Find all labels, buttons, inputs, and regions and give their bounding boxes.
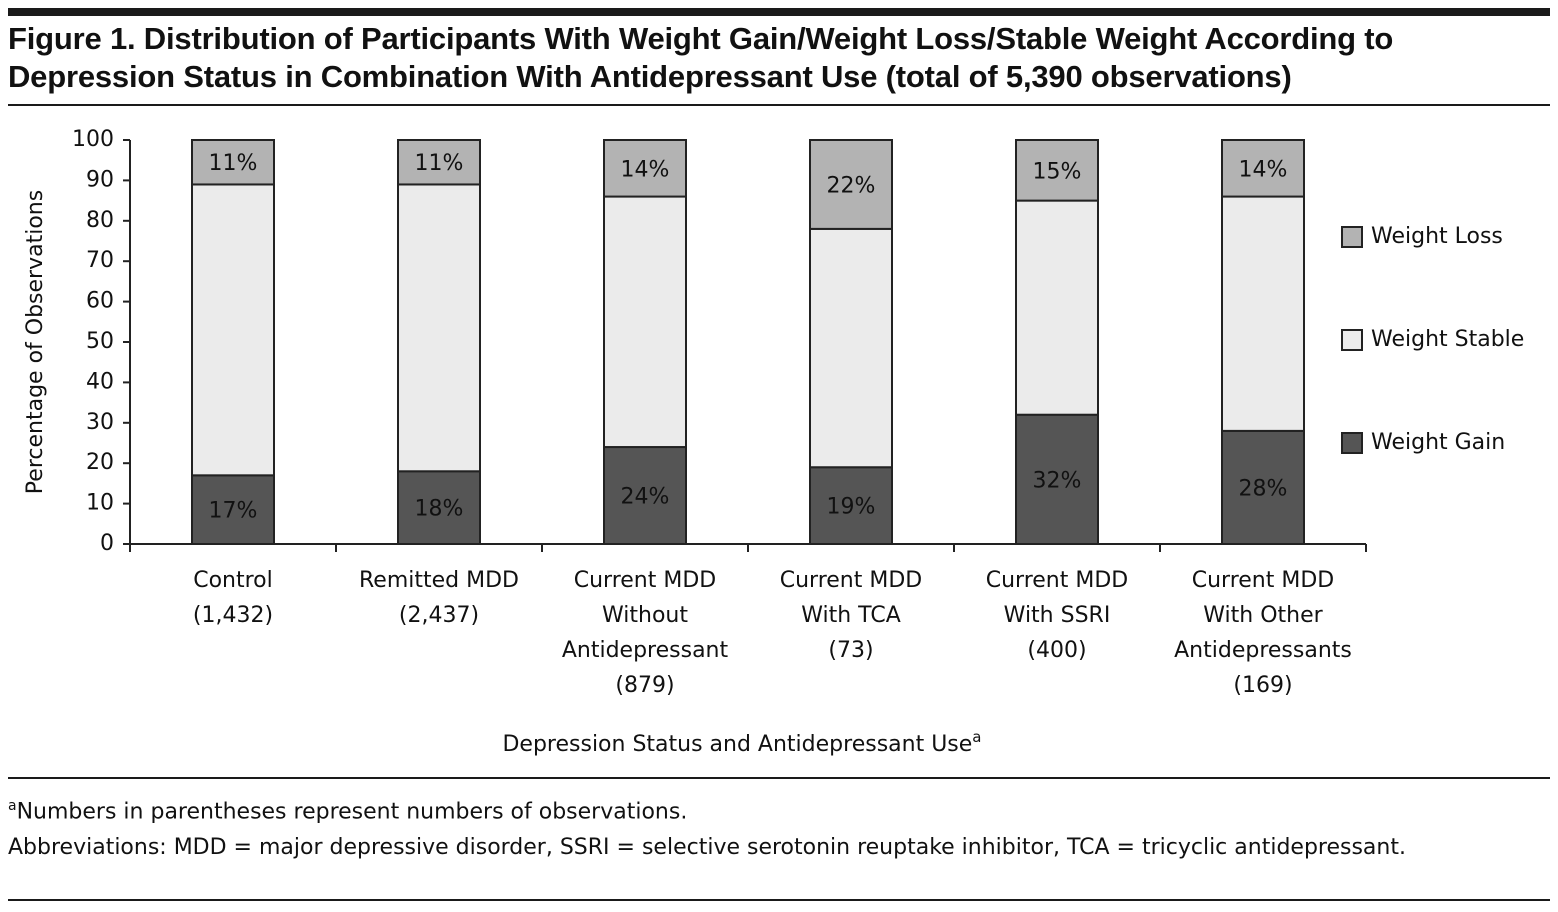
y-tick-label: 70 <box>86 248 114 273</box>
y-tick-label: 60 <box>86 289 114 314</box>
legend-label: Weight Gain <box>1371 430 1505 455</box>
top-rule <box>8 8 1550 16</box>
y-tick-label: 80 <box>86 208 114 233</box>
x-tick-label-line: With TCA <box>801 603 901 628</box>
y-tick-label: 0 <box>100 531 114 556</box>
bar-segment <box>809 227 893 469</box>
legend-swatch <box>1341 226 1363 248</box>
bar-segment <box>191 183 275 477</box>
y-tick-label: 30 <box>86 410 114 435</box>
footnote: Abbreviations: MDD = major depressive di… <box>8 835 1406 861</box>
x-tick-label-line: (2,437) <box>399 603 479 628</box>
bar-segment <box>191 139 275 186</box>
y-tick-label: 100 <box>72 127 114 152</box>
value-label: 32% <box>1033 468 1082 493</box>
bar-segment <box>603 195 687 449</box>
x-tick-label-line: (879) <box>615 673 674 698</box>
value-label: 15% <box>1033 159 1082 184</box>
y-axis-label: Percentage of Observations <box>23 190 48 494</box>
x-tick-label-line: (400) <box>1027 638 1086 663</box>
x-tick-label-line: With Other <box>1203 603 1323 628</box>
bar-segment <box>603 446 687 546</box>
value-label: 11% <box>415 151 464 176</box>
x-tick-label-line: Control <box>193 568 273 593</box>
legend-swatch <box>1341 329 1363 351</box>
bar-segment <box>1015 139 1099 202</box>
legend-swatch <box>1341 432 1363 454</box>
x-tick-label-line: (73) <box>828 638 873 663</box>
bar-segment <box>397 183 481 473</box>
value-label: 14% <box>621 157 670 182</box>
x-tick-label-line: Remitted MDD <box>359 568 519 593</box>
footnotes: aNumbers in parentheses represent number… <box>8 788 1448 866</box>
y-tick-label: 10 <box>86 491 114 516</box>
x-tick-label-line: Antidepressant <box>562 638 729 663</box>
x-tick-label: Remitted MDD (2,437) <box>359 568 519 628</box>
x-axis-label-note: a <box>972 728 981 746</box>
value-label: 11% <box>209 151 258 176</box>
y-tick-label: 40 <box>86 369 114 394</box>
y-tick-label: 20 <box>86 450 114 475</box>
bar-segment <box>809 466 893 545</box>
bar-segment <box>1015 199 1099 416</box>
x-tick-label-line: Current MDD <box>574 568 716 593</box>
x-tick-label: Current MDD Without Antidepressant (879) <box>562 568 729 698</box>
x-tick-label-line: Current MDD <box>1192 568 1334 593</box>
x-tick-label: Current MDD With SSRI (400) <box>986 568 1128 663</box>
bottom-rule <box>8 899 1550 901</box>
bar-segment <box>1015 413 1099 545</box>
footnote-text: Numbers in parentheses represent numbers… <box>16 799 688 825</box>
value-label: 22% <box>827 173 876 198</box>
value-label: 28% <box>1239 476 1288 501</box>
x-axis-label-text: Depression Status and Antidepressant Use <box>502 732 972 757</box>
bar-segment <box>1221 139 1305 198</box>
x-tick-label-line: (1,432) <box>193 603 273 628</box>
bar-segment <box>1221 429 1305 546</box>
y-tick-label: 90 <box>86 167 114 192</box>
legend-label: Weight Loss <box>1371 224 1503 249</box>
x-axis-label: Depression Status and Antidepressant Use… <box>502 728 981 758</box>
bar-segment <box>603 139 687 198</box>
value-label: 17% <box>209 499 258 524</box>
value-label: 24% <box>621 485 670 510</box>
x-tick-label-line: (169) <box>1233 673 1292 698</box>
y-tick-label: 50 <box>86 329 114 354</box>
value-label: 14% <box>1239 157 1288 182</box>
bar-segment <box>1221 195 1305 432</box>
x-tick-label: Current MDD With TCA (73) <box>780 568 922 663</box>
bar-segment <box>397 470 481 545</box>
chart-title: Figure 1. Distribution of Participants W… <box>8 21 1394 94</box>
notes-rule <box>8 777 1550 779</box>
x-tick-label-line: Antidepressants <box>1174 638 1352 663</box>
footnote-marker: a <box>8 798 17 814</box>
value-label: 19% <box>827 495 876 520</box>
x-tick-label-line: Without <box>602 603 688 628</box>
x-tick-label-line: Current MDD <box>986 568 1128 593</box>
x-tick-label: Control (1,432) <box>193 568 273 628</box>
x-tick-label: Current MDD With Other Antidepressants (169… <box>1174 568 1352 698</box>
bar-segment <box>809 139 893 230</box>
x-tick-label-line: Current MDD <box>780 568 922 593</box>
title-rule <box>8 104 1550 106</box>
footnote: aNumbers in parentheses represent number… <box>8 788 1448 830</box>
x-tick-label-line: With SSRI <box>1004 603 1111 628</box>
bar-segment <box>397 139 481 186</box>
legend-label: Weight Stable <box>1371 327 1524 352</box>
value-label: 18% <box>415 497 464 522</box>
